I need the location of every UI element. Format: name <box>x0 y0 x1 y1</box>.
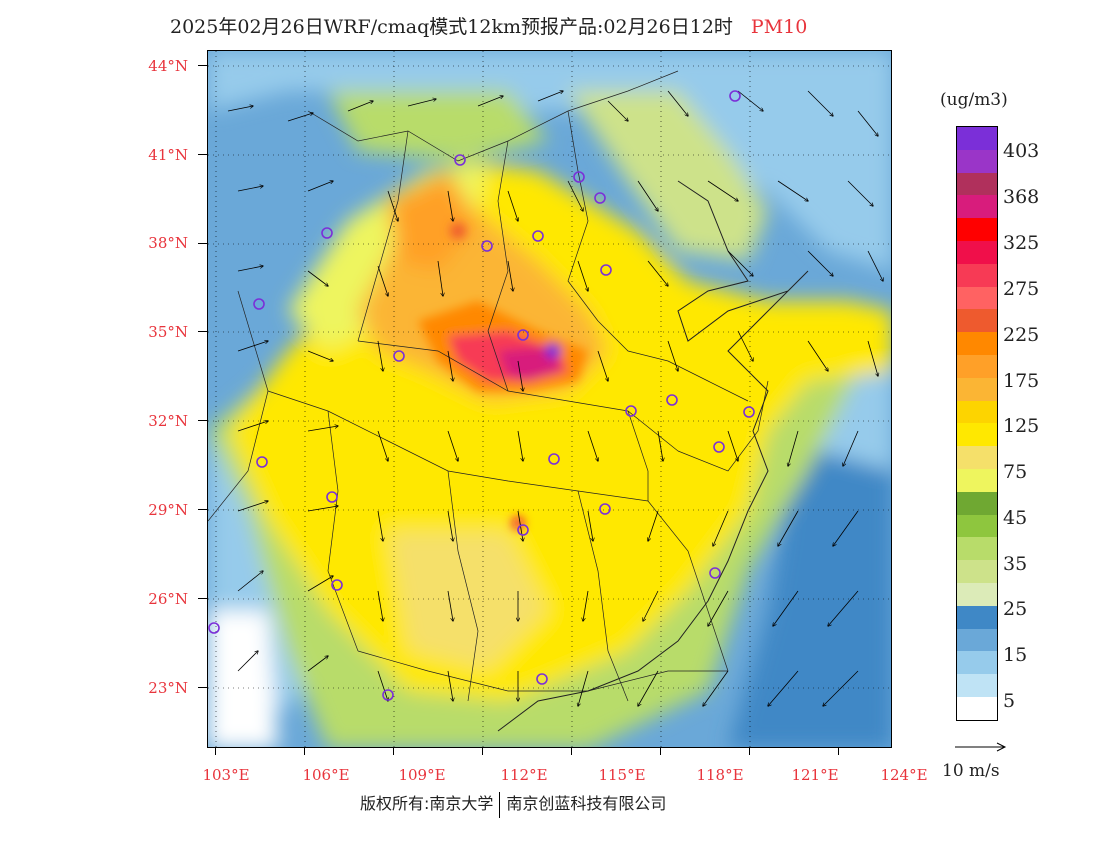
city-markers <box>208 90 755 701</box>
lon-label-115: 115°E <box>598 766 646 784</box>
legend-label: 325 <box>1003 232 1040 254</box>
lon-label-118: 118°E <box>696 766 744 784</box>
legend-swatch <box>957 468 997 492</box>
lon-label-112: 112°E <box>500 766 548 784</box>
lon-tick <box>215 747 216 755</box>
lat-label-32: 32°N <box>148 412 188 430</box>
wind-reference-arrow-icon <box>955 742 1007 752</box>
lat-tick <box>198 598 208 599</box>
legend-swatch <box>957 560 997 583</box>
lat-label-29: 29°N <box>148 501 188 519</box>
lat-tick <box>198 420 208 421</box>
pm10-map <box>208 51 891 747</box>
pollutant-label: PM10 <box>750 16 808 38</box>
legend-swatch <box>957 446 997 469</box>
legend-swatch <box>957 195 997 219</box>
lat-label-38: 38°N <box>148 234 188 252</box>
legend-swatch <box>957 377 997 401</box>
copyright-company: 南京创蓝科技有限公司 <box>506 794 667 813</box>
legend-swatch <box>957 149 997 173</box>
legend-label: 225 <box>1003 324 1040 346</box>
legend-label: 15 <box>1003 644 1028 666</box>
lat-label-35: 35°N <box>148 323 188 341</box>
legend-label: 175 <box>1003 370 1040 392</box>
legend-label: 25 <box>1003 598 1028 620</box>
legend-swatch <box>957 218 997 241</box>
wind-vectors <box>227 91 883 706</box>
lon-tick <box>482 747 483 755</box>
legend-unit: (ug/m3) <box>940 90 1008 110</box>
legend-swatch <box>957 605 997 629</box>
lon-tick <box>304 747 305 755</box>
legend-swatch <box>957 628 997 652</box>
graticule <box>208 51 891 747</box>
title-text: 2025年02月26日WRF/cmaq模式12km预报产品:02月26日12时 <box>170 16 733 38</box>
lon-label-109: 109°E <box>398 766 446 784</box>
copyright-owner: 版权所有:南京大学 <box>360 794 494 813</box>
lat-tick <box>198 243 208 244</box>
legend-swatch <box>957 514 997 538</box>
legend-swatch <box>957 286 997 310</box>
lat-tick <box>198 509 208 510</box>
lon-label-103: 103°E <box>202 766 250 784</box>
lat-tick <box>198 331 208 332</box>
legend-swatch <box>957 354 997 378</box>
hotspot-field <box>418 223 588 529</box>
lat-label-44: 44°N <box>148 57 188 75</box>
legend-swatch <box>957 400 997 424</box>
legend-swatch <box>957 651 997 675</box>
legend-swatch <box>957 423 997 447</box>
lat-tick <box>198 154 208 155</box>
legend-swatch <box>957 172 997 196</box>
map-panel[interactable] <box>207 50 892 748</box>
lat-tick <box>198 65 208 66</box>
legend-label: 125 <box>1003 415 1040 437</box>
legend-label: 275 <box>1003 278 1040 300</box>
lon-label-124: 124°E <box>880 766 928 784</box>
color-legend <box>956 126 998 721</box>
lat-label-26: 26°N <box>148 590 188 608</box>
lon-tick <box>749 747 750 755</box>
lon-tick <box>660 747 661 755</box>
legend-swatch <box>957 674 997 697</box>
legend-swatch <box>957 127 997 150</box>
legend-swatch <box>957 696 997 720</box>
legend-swatch <box>957 263 997 287</box>
legend-label: 45 <box>1003 507 1028 529</box>
lon-label-121: 121°E <box>791 766 839 784</box>
legend-swatch <box>957 309 997 333</box>
copyright: 版权所有:南京大学 南京创蓝科技有限公司 <box>360 790 666 818</box>
legend-label: 5 <box>1003 690 1016 712</box>
lat-tick <box>198 687 208 688</box>
map-title: 2025年02月26日WRF/cmaq模式12km预报产品:02月26日12时 P… <box>170 12 807 39</box>
coastline <box>497 180 809 732</box>
lon-tick <box>571 747 572 755</box>
separator <box>499 791 501 818</box>
lon-tick <box>393 747 394 755</box>
legend-swatch <box>957 332 997 355</box>
legend-label: 35 <box>1003 553 1028 575</box>
legend-label: 403 <box>1003 140 1040 162</box>
legend-swatch <box>957 537 997 561</box>
legend-swatch <box>957 491 997 515</box>
legend-label: 75 <box>1003 461 1028 483</box>
wind-reference-label: 10 m/s <box>942 761 1000 781</box>
province-boundaries <box>208 70 769 702</box>
legend-label: 368 <box>1003 186 1040 208</box>
lat-label-23: 23°N <box>148 679 188 697</box>
lon-label-106: 106°E <box>302 766 350 784</box>
legend-swatch <box>957 240 997 264</box>
lon-tick <box>838 747 839 755</box>
legend-swatch <box>957 582 997 606</box>
lat-label-41: 41°N <box>148 146 188 164</box>
